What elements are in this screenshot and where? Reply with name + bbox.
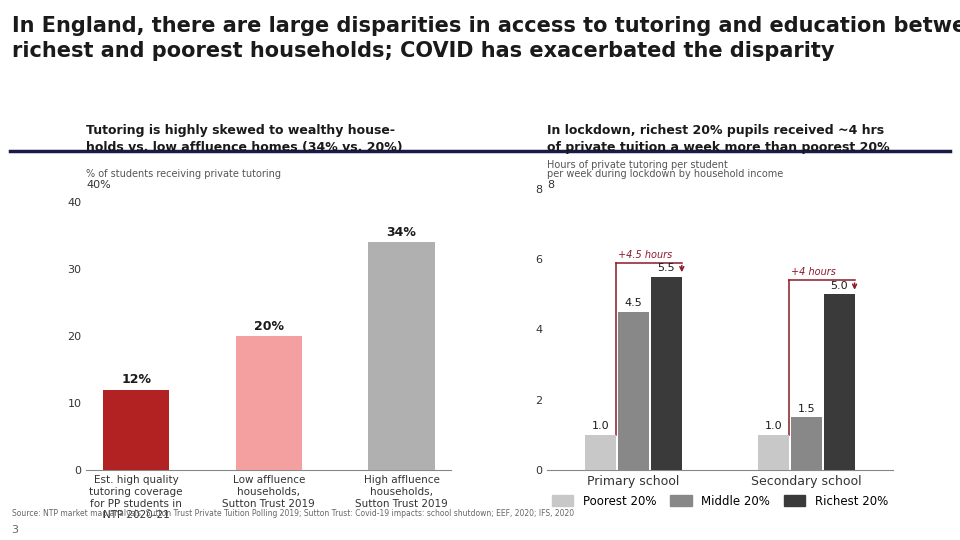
Bar <box>586 435 616 470</box>
Text: 1.0: 1.0 <box>592 421 610 431</box>
Legend: Poorest 20%, Middle 20%, Richest 20%: Poorest 20%, Middle 20%, Richest 20% <box>547 490 893 512</box>
Text: 12%: 12% <box>121 373 151 386</box>
Bar <box>618 312 649 470</box>
Bar <box>758 435 789 470</box>
Text: 34%: 34% <box>387 226 417 239</box>
Text: 1.5: 1.5 <box>798 403 815 414</box>
Text: % of students receiving private tutoring: % of students receiving private tutoring <box>86 169 281 179</box>
Text: 4.5: 4.5 <box>625 298 642 308</box>
Text: 40%: 40% <box>86 180 111 190</box>
Text: +4 hours: +4 hours <box>791 267 836 278</box>
Bar <box>824 294 854 470</box>
Bar <box>651 276 682 470</box>
Bar <box>235 336 302 470</box>
Text: Tutoring is highly skewed to wealthy house-
holds vs. low affluence homes (34% v: Tutoring is highly skewed to wealthy hou… <box>86 124 403 154</box>
Text: In England, there are large disparities in access to tutoring and education betw: In England, there are large disparities … <box>12 16 960 61</box>
Text: 1.0: 1.0 <box>765 421 782 431</box>
Text: per week during lockdown by household income: per week during lockdown by household in… <box>547 169 783 179</box>
Bar <box>369 242 435 470</box>
Text: 20%: 20% <box>253 320 284 333</box>
Text: 8: 8 <box>547 180 554 190</box>
Text: In lockdown, richest 20% pupils received ~4 hrs
of private tuition a week more t: In lockdown, richest 20% pupils received… <box>547 124 890 154</box>
Text: Hours of private tutoring per student: Hours of private tutoring per student <box>547 160 728 170</box>
Bar <box>103 389 169 470</box>
Text: +4.5 hours: +4.5 hours <box>618 250 672 260</box>
Text: Source: NTP market map analysis; Sutton Trust Private Tuition Polling 2019; Sutt: Source: NTP market map analysis; Sutton … <box>12 509 574 518</box>
Text: 5.0: 5.0 <box>830 281 848 291</box>
Text: 5.5: 5.5 <box>658 263 675 273</box>
Text: 3: 3 <box>12 524 18 535</box>
Bar <box>791 417 822 470</box>
